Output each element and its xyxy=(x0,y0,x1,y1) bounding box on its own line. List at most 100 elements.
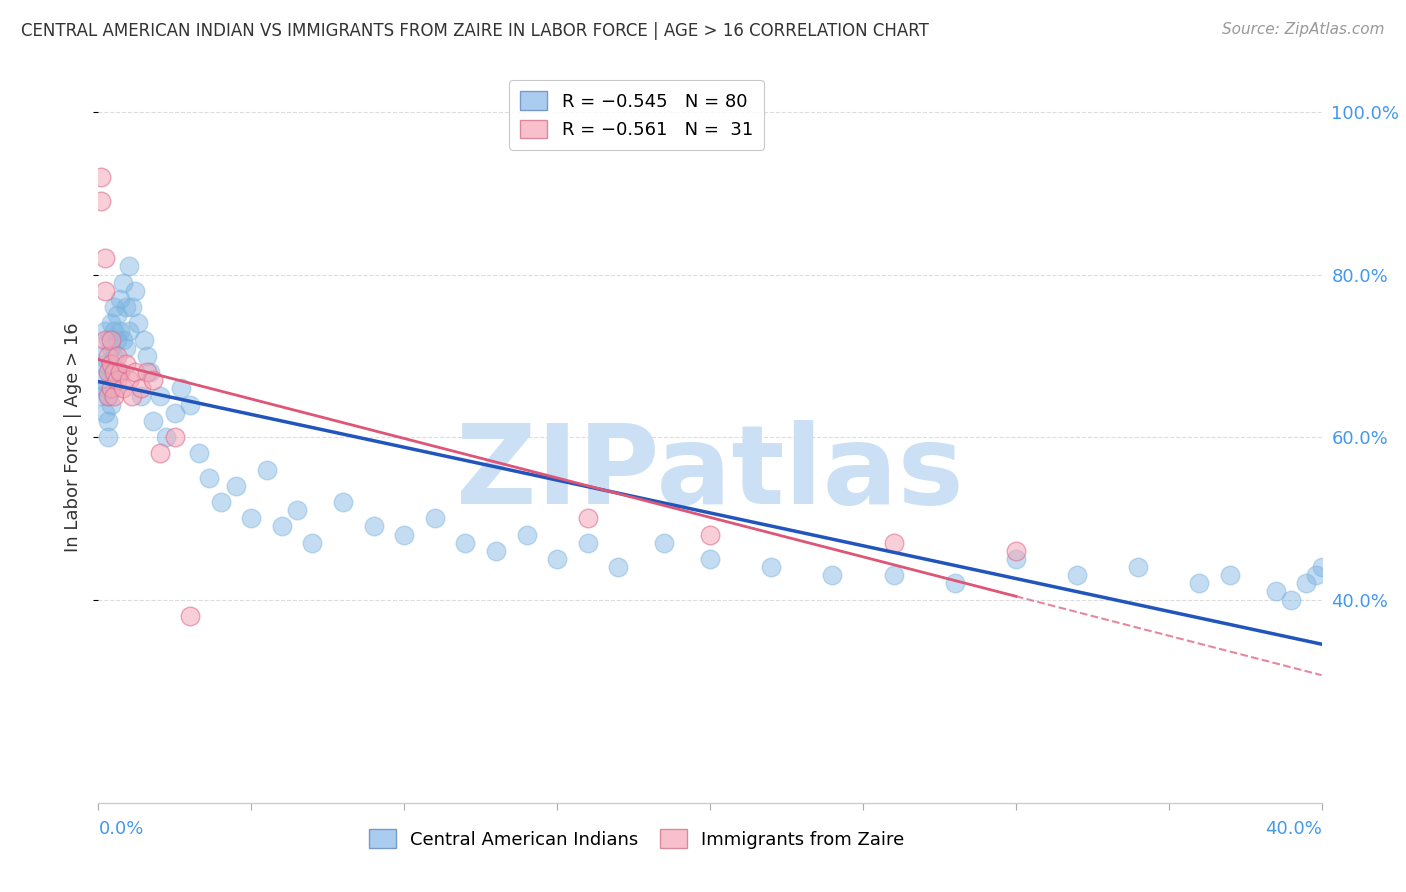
Point xyxy=(454,535,477,549)
Point xyxy=(97,333,120,347)
Point xyxy=(142,414,165,428)
Point xyxy=(90,349,112,363)
Point xyxy=(576,511,599,525)
Point xyxy=(105,333,128,347)
Point xyxy=(90,194,112,209)
Point xyxy=(90,389,112,403)
Point xyxy=(363,519,385,533)
Point xyxy=(97,389,120,403)
Point xyxy=(111,333,134,347)
Point xyxy=(129,381,152,395)
Point xyxy=(546,552,568,566)
Point xyxy=(93,381,115,395)
Point xyxy=(93,406,115,420)
Point xyxy=(759,560,782,574)
Point xyxy=(118,260,141,274)
Point xyxy=(93,325,115,339)
Point xyxy=(699,552,721,566)
Point xyxy=(105,308,128,322)
Point xyxy=(97,365,120,379)
Text: 0.0%: 0.0% xyxy=(98,820,143,838)
Point xyxy=(270,519,292,533)
Point xyxy=(301,535,323,549)
Point xyxy=(943,576,966,591)
Point xyxy=(285,503,308,517)
Point xyxy=(108,365,131,379)
Legend: Central American Indians, Immigrants from Zaire: Central American Indians, Immigrants fro… xyxy=(361,822,912,856)
Point xyxy=(883,535,905,549)
Point xyxy=(1188,576,1211,591)
Point xyxy=(149,389,172,403)
Point xyxy=(170,381,193,395)
Point xyxy=(607,560,630,574)
Point xyxy=(240,511,263,525)
Point xyxy=(209,495,232,509)
Point xyxy=(225,479,247,493)
Point xyxy=(111,276,134,290)
Point xyxy=(103,365,125,379)
Point xyxy=(576,535,599,549)
Point xyxy=(100,341,122,355)
Point xyxy=(105,349,128,363)
Point xyxy=(118,373,141,387)
Point xyxy=(90,373,112,387)
Point xyxy=(1295,576,1317,591)
Point xyxy=(118,325,141,339)
Point xyxy=(97,414,120,428)
Point xyxy=(93,357,115,371)
Point xyxy=(163,430,186,444)
Point xyxy=(136,365,159,379)
Point xyxy=(108,365,131,379)
Point xyxy=(103,300,125,314)
Point xyxy=(392,527,416,541)
Point xyxy=(1128,560,1150,574)
Point xyxy=(100,365,122,379)
Point xyxy=(136,349,159,363)
Point xyxy=(142,373,165,387)
Point xyxy=(115,341,138,355)
Point xyxy=(699,527,721,541)
Point xyxy=(108,325,131,339)
Point xyxy=(516,527,538,541)
Point xyxy=(1279,592,1302,607)
Point xyxy=(1310,560,1333,574)
Point xyxy=(485,544,508,558)
Point xyxy=(129,389,152,403)
Point xyxy=(179,608,201,623)
Point xyxy=(1004,552,1026,566)
Point xyxy=(155,430,177,444)
Point xyxy=(97,389,120,403)
Point xyxy=(1305,568,1327,582)
Point xyxy=(90,169,112,184)
Point xyxy=(93,284,115,298)
Point xyxy=(115,300,138,314)
Point xyxy=(121,389,143,403)
Point xyxy=(105,365,128,379)
Point xyxy=(115,357,138,371)
Point xyxy=(103,381,125,395)
Point xyxy=(97,349,120,363)
Point xyxy=(139,365,162,379)
Point xyxy=(1066,568,1088,582)
Point xyxy=(100,333,122,347)
Point xyxy=(100,316,122,330)
Point xyxy=(652,535,675,549)
Text: 40.0%: 40.0% xyxy=(1265,820,1322,838)
Point xyxy=(423,511,446,525)
Point xyxy=(103,349,125,363)
Text: CENTRAL AMERICAN INDIAN VS IMMIGRANTS FROM ZAIRE IN LABOR FORCE | AGE > 16 CORRE: CENTRAL AMERICAN INDIAN VS IMMIGRANTS FR… xyxy=(21,22,929,40)
Point xyxy=(1264,584,1286,599)
Point xyxy=(127,316,149,330)
Text: ZIPatlas: ZIPatlas xyxy=(456,420,965,527)
Point xyxy=(103,325,125,339)
Point xyxy=(134,333,156,347)
Point xyxy=(105,373,128,387)
Point xyxy=(93,252,115,266)
Point xyxy=(97,430,120,444)
Point xyxy=(100,398,122,412)
Point xyxy=(97,365,120,379)
Point xyxy=(100,381,122,395)
Text: Source: ZipAtlas.com: Source: ZipAtlas.com xyxy=(1222,22,1385,37)
Point xyxy=(332,495,354,509)
Point xyxy=(1219,568,1241,582)
